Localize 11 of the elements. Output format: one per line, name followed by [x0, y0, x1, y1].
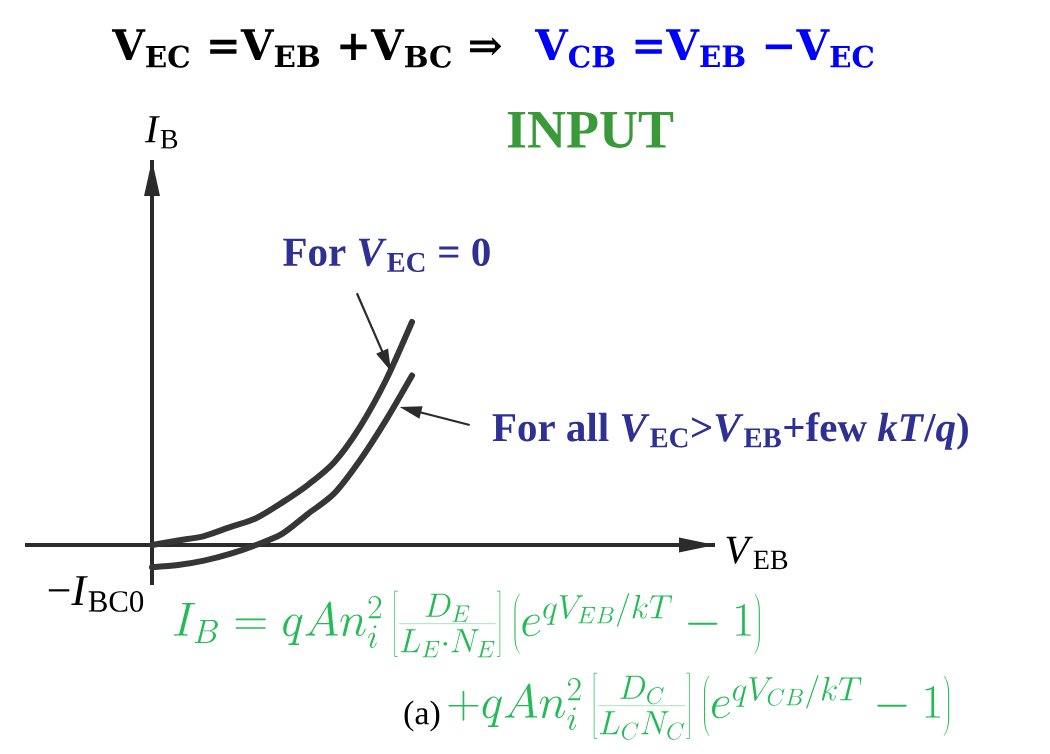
- series-label: For V$_{EC}$ = 0: [283, 238, 490, 273]
- text: −I$_{BC0}$: [48, 576, 144, 612]
- chart-title: V$_{EC}$ =V$_{EB}$ +V$_{BC}$ ⇒: [111, 29, 502, 68]
- text: (a): [404, 700, 440, 732]
- chart-subtitle: V$_{CB}$ =V$_{EB}$ −V$_{EC}$: [534, 29, 874, 68]
- text: $+qAn_i^2\left[\frac{D_C}{L_C N_C}\right]\left(e^{qV_{CB}/kT}-1\right)$: [448, 672, 950, 740]
- text: $I_B=qAn_i^2\left[\frac{D_E}{L_E\cdot N_E}\right]\left(e^{qV_{EB}/kT}-1\right)$: [174, 590, 760, 658]
- y-axis-title: I$_{B}$: [144, 116, 178, 149]
- x-axis-title: V$_{EB}$: [726, 536, 788, 570]
- text: For all V$_{EC}$>V$_{EB}$+few kT/q): [492, 412, 968, 450]
- text: INPUT: [507, 112, 674, 148]
